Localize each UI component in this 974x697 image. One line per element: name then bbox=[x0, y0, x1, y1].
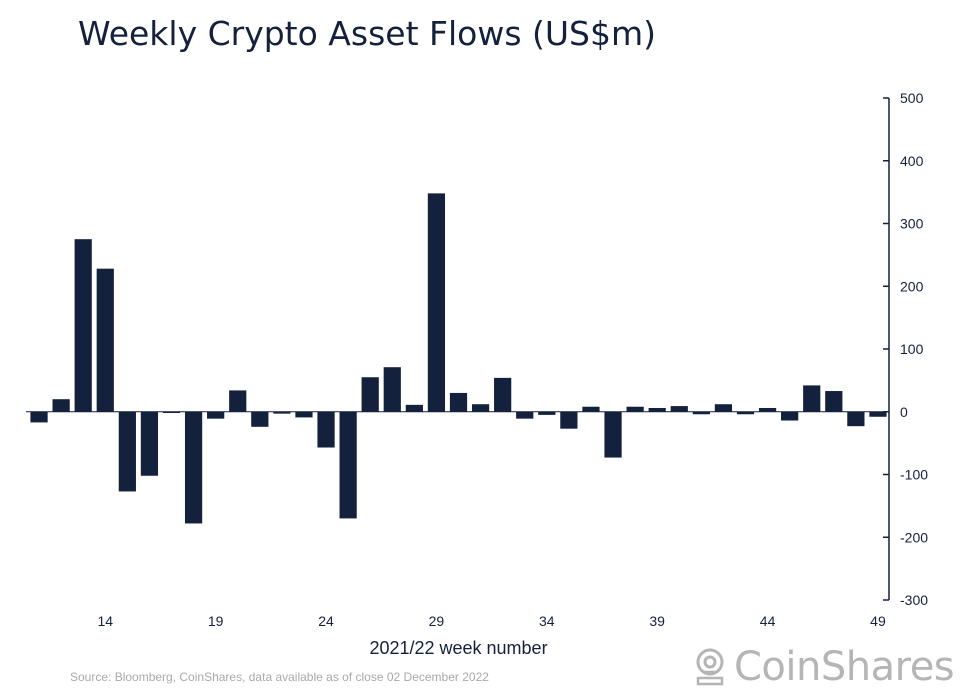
bar-week-32 bbox=[494, 377, 512, 412]
bar-week-28 bbox=[405, 404, 423, 412]
x-tick-label: 24 bbox=[318, 613, 334, 629]
bar-week-14 bbox=[96, 268, 114, 412]
y-tick-label: 400 bbox=[900, 153, 924, 169]
x-tick-label: 19 bbox=[208, 613, 224, 629]
bar-week-27 bbox=[383, 367, 401, 412]
bar-week-18 bbox=[184, 411, 203, 524]
bar-week-19 bbox=[207, 411, 225, 419]
x-tick-label: 39 bbox=[649, 613, 665, 629]
bar-week-25 bbox=[339, 411, 357, 519]
y-tick-label: 200 bbox=[900, 278, 924, 294]
bar-week-45 bbox=[781, 411, 799, 421]
bar-week-17 bbox=[162, 411, 181, 413]
bar-week-23 bbox=[295, 411, 313, 418]
y-tick-label: 100 bbox=[900, 341, 924, 357]
brand-name: CoinShares bbox=[734, 644, 955, 690]
x-tick-label: 29 bbox=[429, 613, 445, 629]
bar-week-29 bbox=[427, 193, 446, 412]
x-tick-label: 49 bbox=[870, 613, 886, 629]
bar-week-12 bbox=[52, 399, 70, 412]
bar-week-37 bbox=[604, 411, 622, 458]
y-tick-label: -200 bbox=[900, 529, 928, 545]
coinshares-logo-icon bbox=[696, 648, 724, 686]
y-tick-label: 300 bbox=[900, 216, 924, 232]
bar-week-44 bbox=[758, 407, 777, 412]
bar-week-31 bbox=[471, 404, 490, 412]
bar-week-42 bbox=[714, 404, 733, 412]
y-axis-ticks: 500 400 300 200 100 0 -100 -200 -300 bbox=[883, 90, 928, 608]
chart-title: Weekly Crypto Asset Flows (US$m) bbox=[78, 14, 656, 53]
bar-week-20 bbox=[229, 390, 247, 412]
bar-week-43 bbox=[736, 411, 755, 415]
bar-week-47 bbox=[825, 391, 843, 412]
bar-week-30 bbox=[449, 392, 468, 412]
bar-week-24 bbox=[317, 411, 335, 448]
bar-week-36 bbox=[582, 406, 600, 412]
bar-week-13 bbox=[74, 239, 92, 412]
bar-week-48 bbox=[847, 411, 865, 427]
bar-week-41 bbox=[692, 411, 710, 415]
bar-week-39 bbox=[648, 407, 666, 412]
bar-week-34 bbox=[538, 411, 556, 415]
bar-week-46 bbox=[803, 385, 821, 412]
bar-week-40 bbox=[670, 406, 688, 412]
y-tick-label: -300 bbox=[900, 592, 928, 608]
bar-week-38 bbox=[626, 406, 644, 412]
y-tick-label: -100 bbox=[900, 467, 928, 483]
x-tick-label: 14 bbox=[97, 613, 113, 629]
x-tick-label: 44 bbox=[760, 613, 776, 629]
source-note: Source: Bloomberg, CoinShares, data avai… bbox=[70, 670, 489, 684]
bar-week-22 bbox=[273, 411, 291, 414]
x-tick-label: 34 bbox=[539, 613, 555, 629]
bar-series bbox=[30, 193, 887, 524]
bar-week-49 bbox=[869, 411, 887, 417]
bar-week-26 bbox=[361, 377, 379, 412]
bar-week-21 bbox=[251, 411, 269, 427]
x-axis-ticks: 14 19 24 29 34 39 44 49 bbox=[97, 613, 885, 629]
coinshares-brand: CoinShares bbox=[694, 644, 955, 690]
y-tick-label: 0 bbox=[900, 404, 908, 420]
bar-week-35 bbox=[560, 411, 578, 429]
bar-week-11 bbox=[30, 411, 48, 423]
x-axis-label: 2021/22 week number bbox=[369, 638, 547, 658]
bar-week-16 bbox=[140, 411, 159, 476]
bar-week-15 bbox=[118, 411, 136, 492]
bar-week-33 bbox=[516, 411, 534, 419]
y-tick-label: 500 bbox=[900, 90, 924, 106]
